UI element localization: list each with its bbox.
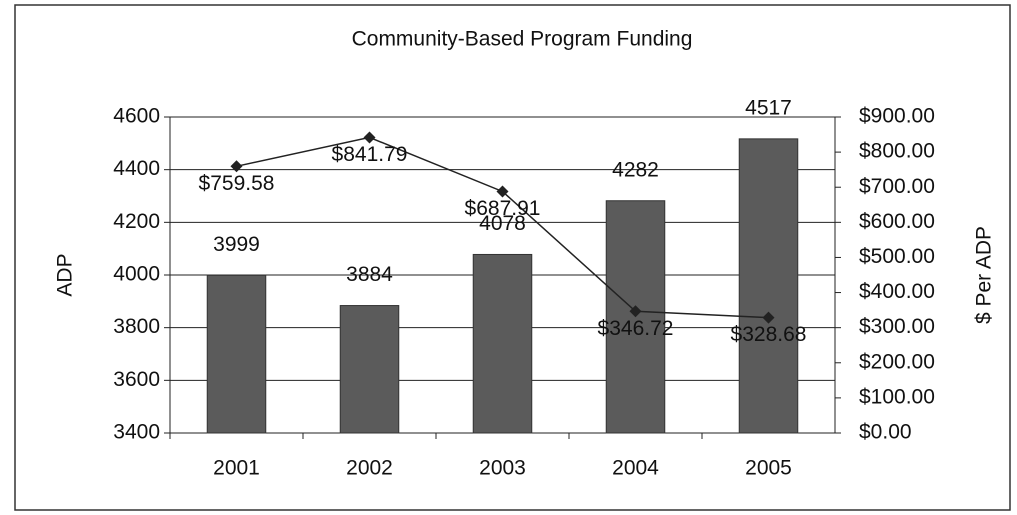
y2-axis-label: $ Per ADP <box>973 226 996 324</box>
x-tick-label: 2004 <box>612 457 659 480</box>
y2-tick-label: $100.00 <box>859 385 935 408</box>
y-tick-label: 4000 <box>113 263 160 286</box>
y2-tick-label: $500.00 <box>859 245 935 268</box>
y2-tick-label: $200.00 <box>859 350 935 373</box>
y-tick-label: 3400 <box>113 421 160 444</box>
bar-value-label: 4517 <box>745 96 792 119</box>
y2-tick-label: $800.00 <box>859 140 935 163</box>
y-tick-label: 4200 <box>113 210 160 233</box>
chart-title: Community-Based Program Funding <box>352 28 693 51</box>
bar <box>738 138 799 434</box>
bar <box>472 253 533 434</box>
x-tick-label: 2001 <box>213 457 260 480</box>
line-marker <box>496 185 509 198</box>
y2-tick-label: $0.00 <box>859 421 912 444</box>
bar-value-label: 3999 <box>213 233 260 256</box>
line-value-label: $759.58 <box>199 172 275 195</box>
line-marker <box>762 311 775 324</box>
line-marker <box>230 160 243 173</box>
line-marker <box>629 305 642 318</box>
y2-tick-label: $900.00 <box>859 105 935 128</box>
x-tick-label: 2003 <box>479 457 526 480</box>
x-tick-label: 2005 <box>745 457 792 480</box>
line-marker <box>363 131 376 144</box>
y2-tick-label: $700.00 <box>859 175 935 198</box>
line-value-label: $346.72 <box>598 317 674 340</box>
bar-value-label: 4282 <box>612 158 659 181</box>
y-tick-label: 4600 <box>113 105 160 128</box>
bar-value-label: 3884 <box>346 263 393 286</box>
line-value-label: $841.79 <box>332 143 408 166</box>
y-tick-label: 3600 <box>113 368 160 391</box>
bar-value-label: 4078 <box>479 212 526 235</box>
x-tick-label: 2002 <box>346 457 393 480</box>
line-value-label: $328.68 <box>731 323 807 346</box>
y2-tick-label: $300.00 <box>859 315 935 338</box>
bar <box>206 274 267 434</box>
bar <box>339 305 400 434</box>
y-axis-label: ADP <box>54 253 77 296</box>
line-value-label: $687.91 <box>465 197 541 220</box>
y2-tick-label: $400.00 <box>859 280 935 303</box>
y2-tick-label: $600.00 <box>859 210 935 233</box>
y-tick-label: 3800 <box>113 315 160 338</box>
y-tick-label: 4400 <box>113 157 160 180</box>
